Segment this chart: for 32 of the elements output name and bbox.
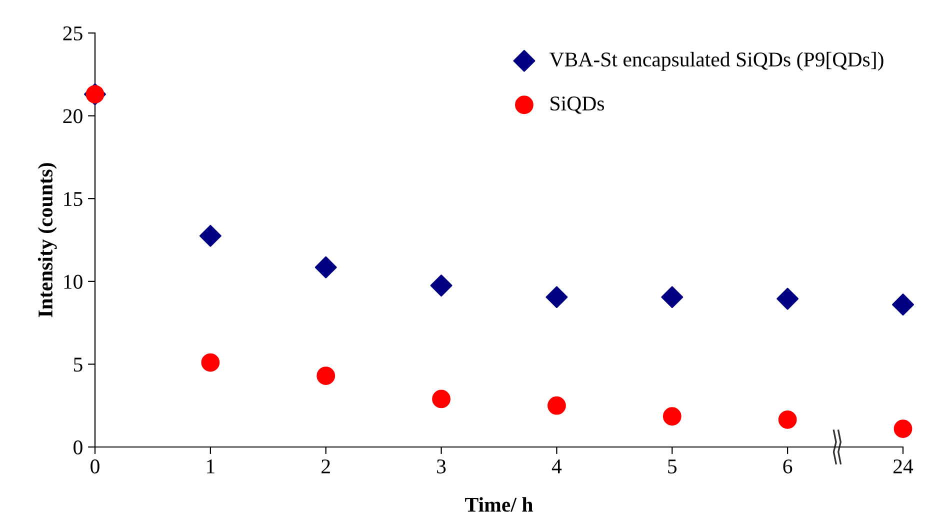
- point: [316, 366, 336, 385]
- point: [776, 288, 799, 310]
- point: [430, 274, 452, 297]
- legend-label: VBA-St encapsulated SiQDs (P9[QDs]): [549, 52, 884, 71]
- x-tick-label: 4: [552, 460, 562, 474]
- point: [661, 286, 684, 308]
- y-tick-label: 25: [63, 26, 82, 40]
- point: [778, 410, 797, 429]
- point: [548, 396, 566, 415]
- x-tick-label: 6: [783, 459, 792, 474]
- y-tick-label: 5: [74, 358, 82, 372]
- point: [894, 420, 912, 438]
- point: [432, 390, 450, 408]
- point: [892, 294, 914, 316]
- point: [546, 286, 568, 308]
- x-tick-label: 24: [894, 459, 914, 474]
- x-tick-label: 2: [322, 459, 330, 474]
- x-tick-label: 0: [90, 459, 100, 474]
- point: [201, 353, 220, 372]
- point: [314, 256, 337, 278]
- x-axis-title: Time/ h: [465, 497, 533, 512]
- y-tick-label: 0: [74, 440, 82, 454]
- point: [662, 407, 682, 426]
- y-tick-label: 20: [63, 109, 82, 124]
- y-axis-title: Intensity (counts): [38, 163, 57, 318]
- x-tick-label: 5: [668, 460, 677, 474]
- y-tick-label: 10: [64, 274, 82, 289]
- x-tick-label: 3: [437, 459, 446, 474]
- legend-label: SiQDs: [550, 96, 604, 114]
- point: [199, 224, 222, 247]
- x-tick-label: 1: [207, 460, 214, 474]
- y-tick-label: 15: [64, 192, 82, 206]
